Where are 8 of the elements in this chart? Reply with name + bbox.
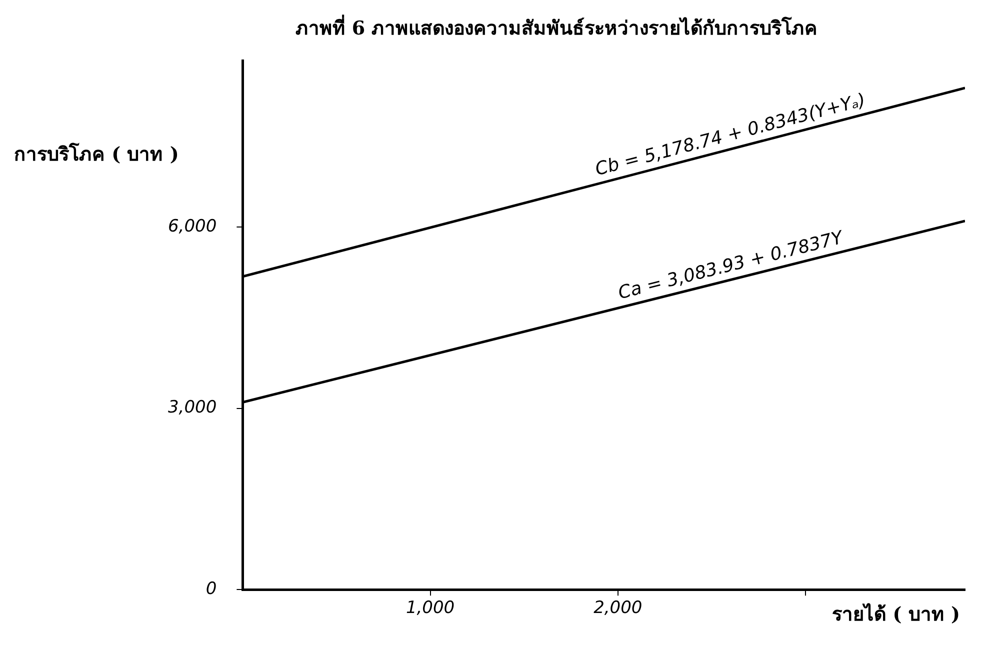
- y-axis-title: การบริโภค ( บาท ): [14, 142, 179, 166]
- x-tick-label: 2,000: [594, 598, 642, 618]
- y-tick-label: 3,000: [168, 398, 217, 418]
- x-tick-label: 1,000: [406, 598, 455, 618]
- y-tick-label: 6,000: [168, 216, 217, 236]
- x-axis-title: รายได้ ( บาท ): [832, 602, 960, 626]
- y-tick-label: 0: [206, 579, 217, 600]
- chart-title: ภาพที่ 6 ภาพแสดงองความสัมพันธ์ระหว่างรายได้กับการบริโภค: [295, 14, 818, 40]
